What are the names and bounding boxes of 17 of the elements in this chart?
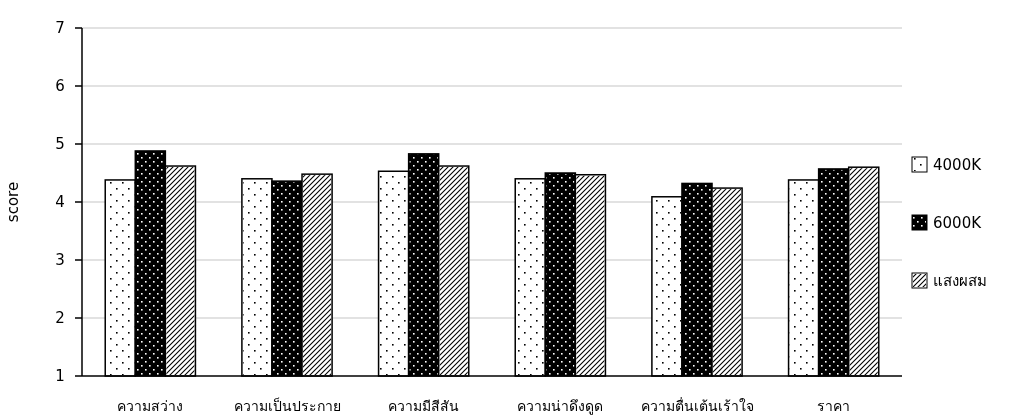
x-tick-label: ความมีสีสัน: [388, 398, 460, 414]
x-tick-label: ความสว่าง: [117, 398, 184, 414]
legend-label: 6000K: [933, 214, 983, 232]
y-tick-label: 3: [55, 251, 65, 269]
y-tick-label: 6: [55, 77, 65, 95]
y-tick-label: 2: [55, 309, 65, 327]
x-tick-label: ความตื่นเต้นเร้าใจ: [640, 397, 754, 414]
x-tick-label: ราคา: [817, 398, 851, 414]
legend-label: 4000K: [933, 156, 983, 174]
x-tick-label: ความน่าดึงดูด: [517, 398, 604, 415]
y-tick-label: 1: [55, 367, 65, 385]
y-tick-label: 5: [55, 135, 65, 153]
x-tick-label: ความเป็นประกาย: [233, 397, 341, 414]
legend-label: แสงผสม: [933, 272, 987, 290]
y-tick-label: 4: [55, 193, 65, 211]
y-axis-title: score: [4, 181, 22, 223]
y-tick-label: 7: [55, 19, 65, 37]
